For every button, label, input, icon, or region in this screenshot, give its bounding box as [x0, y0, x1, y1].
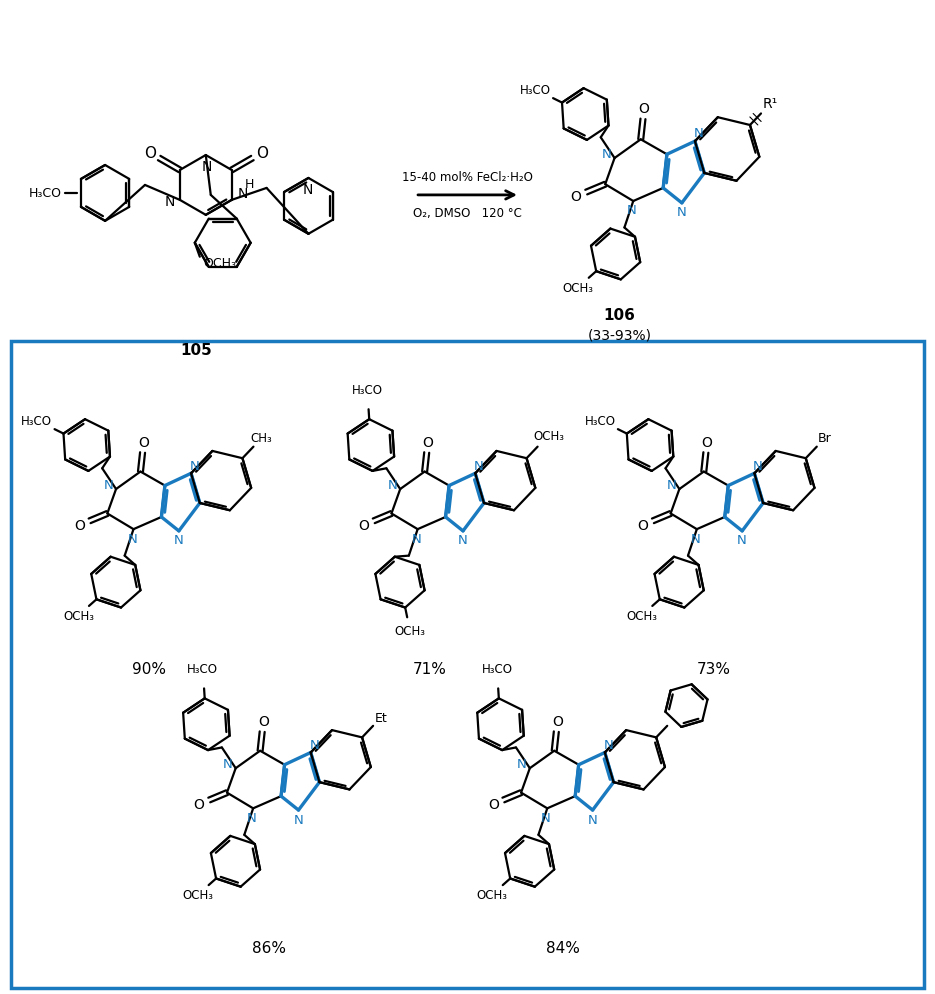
Text: N: N: [667, 479, 676, 492]
Text: O: O: [570, 190, 582, 204]
Text: 15-40 mol% FeCl₂·H₂O: 15-40 mol% FeCl₂·H₂O: [401, 171, 532, 184]
Text: O: O: [74, 519, 85, 533]
Text: OCH₃: OCH₃: [533, 429, 564, 442]
Text: N: N: [458, 534, 468, 547]
Text: (33-93%): (33-93%): [587, 328, 652, 342]
Text: N: N: [587, 813, 597, 826]
Text: N: N: [302, 183, 312, 197]
Text: 105: 105: [180, 343, 211, 358]
Text: O: O: [144, 146, 155, 161]
Text: N: N: [753, 459, 763, 472]
Text: N: N: [602, 148, 611, 161]
Text: O: O: [138, 435, 150, 449]
Text: O: O: [701, 435, 712, 449]
Text: N: N: [677, 206, 686, 219]
Text: OCH₃: OCH₃: [626, 609, 657, 622]
Text: 86%: 86%: [252, 940, 285, 955]
Text: O: O: [423, 435, 433, 449]
Text: N: N: [223, 757, 233, 770]
Text: N: N: [309, 738, 319, 750]
Text: O₂, DMSO   120 °C: O₂, DMSO 120 °C: [412, 207, 522, 220]
Text: H₃CO: H₃CO: [482, 662, 512, 675]
Text: N: N: [104, 479, 113, 492]
Bar: [11, 342, 924, 988]
Text: H₃CO: H₃CO: [29, 187, 62, 200]
Text: O: O: [256, 146, 268, 161]
Text: N: N: [247, 811, 257, 824]
Text: O: O: [258, 714, 269, 728]
Text: O: O: [638, 519, 648, 533]
Text: N: N: [737, 534, 747, 547]
Text: H₃CO: H₃CO: [22, 414, 52, 427]
Text: 73%: 73%: [697, 661, 730, 676]
Text: N: N: [694, 127, 703, 140]
Text: CH₃: CH₃: [251, 432, 273, 445]
Text: 84%: 84%: [546, 940, 580, 955]
Text: 90%: 90%: [132, 661, 165, 676]
Text: H₃CO: H₃CO: [352, 384, 382, 397]
Text: Br: Br: [818, 432, 832, 445]
Text: OCH₃: OCH₃: [395, 625, 425, 638]
Text: OCH₃: OCH₃: [203, 256, 237, 270]
Text: OCH₃: OCH₃: [63, 609, 94, 622]
Text: O: O: [552, 714, 563, 728]
Text: N: N: [541, 811, 551, 824]
Text: OCH₃: OCH₃: [477, 888, 508, 901]
Text: O: O: [194, 797, 205, 811]
Text: H₃CO: H₃CO: [187, 662, 218, 675]
Text: OCH₃: OCH₃: [563, 281, 594, 294]
Text: O: O: [639, 101, 650, 116]
Text: 71%: 71%: [413, 661, 447, 676]
Text: H: H: [245, 178, 254, 191]
Text: N: N: [691, 532, 700, 545]
Text: N: N: [202, 160, 212, 174]
Text: N: N: [411, 532, 422, 545]
Text: N: N: [517, 757, 526, 770]
Text: OCH₃: OCH₃: [182, 888, 214, 901]
Text: O: O: [358, 519, 369, 533]
Text: N: N: [190, 459, 199, 472]
Text: N: N: [387, 479, 397, 492]
Text: R¹: R¹: [763, 97, 778, 111]
Text: Et: Et: [375, 711, 388, 724]
Text: H₃CO: H₃CO: [584, 414, 615, 427]
Text: N: N: [165, 195, 175, 209]
Text: H₃CO: H₃CO: [520, 83, 551, 96]
Text: N: N: [127, 532, 137, 545]
Text: N: N: [627, 204, 637, 217]
Text: N: N: [294, 813, 303, 826]
Text: N: N: [174, 534, 183, 547]
Text: O: O: [488, 797, 498, 811]
Text: 106: 106: [604, 308, 636, 323]
Text: N: N: [237, 187, 248, 201]
Text: N: N: [603, 738, 613, 750]
Text: N: N: [474, 459, 483, 472]
